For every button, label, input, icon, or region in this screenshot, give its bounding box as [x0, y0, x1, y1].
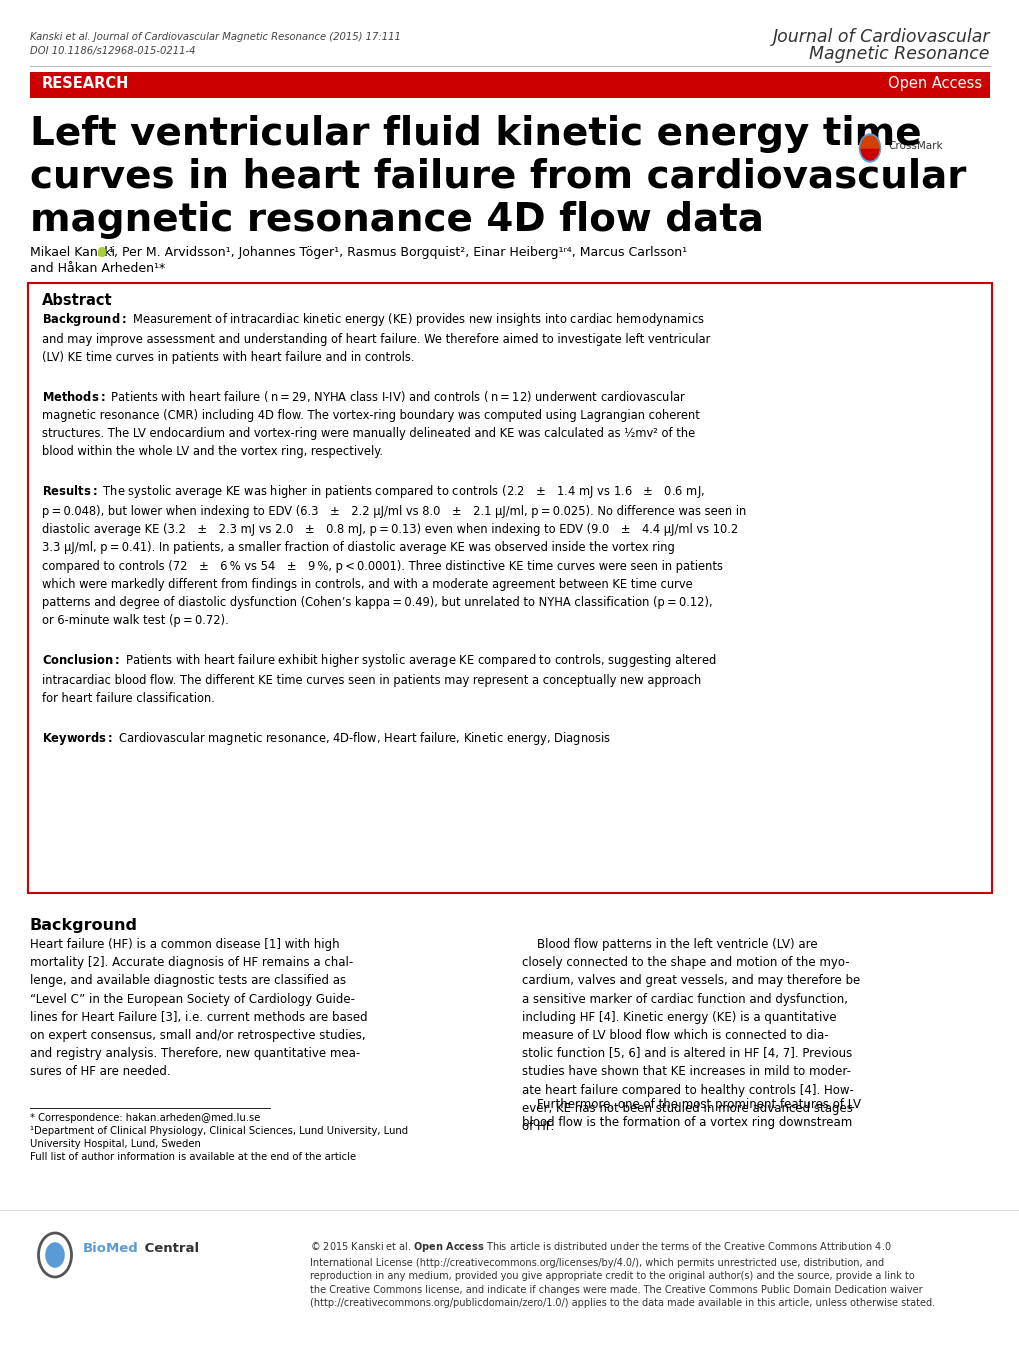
Text: $\mathbf{Background:}$ Measurement of intracardiac kinetic energy (KE) provides : $\mathbf{Background:}$ Measurement of in…	[42, 311, 746, 746]
Text: ¹, Per M. Arvidsson¹, Johannes Töger¹, Rasmus Borgquist², Einar Heiberg¹ʳ⁴, Marc: ¹, Per M. Arvidsson¹, Johannes Töger¹, R…	[109, 246, 687, 260]
Text: DOI 10.1186/s12968-015-0211-4: DOI 10.1186/s12968-015-0211-4	[30, 46, 196, 56]
Wedge shape	[860, 136, 878, 148]
Text: Journal of Cardiovascular: Journal of Cardiovascular	[771, 29, 989, 46]
Text: Central: Central	[140, 1242, 199, 1254]
Text: Blood flow patterns in the left ventricle (LV) are
closely connected to the shap: Blood flow patterns in the left ventricl…	[522, 938, 859, 1133]
Text: University Hospital, Lund, Sweden: University Hospital, Lund, Sweden	[30, 1139, 201, 1148]
Text: Mikael Kanski: Mikael Kanski	[30, 246, 115, 260]
Text: Furthermore, one of the most prominent features of LV
blood flow is the formatio: Furthermore, one of the most prominent f…	[522, 1098, 860, 1129]
Text: Heart failure (HF) is a common disease [1] with high
mortality [2]. Accurate dia: Heart failure (HF) is a common disease […	[30, 938, 367, 1079]
Text: ¹Department of Clinical Physiology, Clinical Sciences, Lund University, Lund: ¹Department of Clinical Physiology, Clin…	[30, 1127, 408, 1136]
Text: CrossMark: CrossMark	[888, 141, 942, 151]
Wedge shape	[860, 148, 878, 160]
Circle shape	[46, 1243, 64, 1267]
Text: BioMed: BioMed	[83, 1242, 139, 1254]
Text: Open Access: Open Access	[887, 76, 981, 91]
Text: Abstract: Abstract	[42, 294, 112, 308]
Text: RESEARCH: RESEARCH	[42, 76, 129, 91]
Text: * Correspondence: hakan.arheden@med.lu.se: * Correspondence: hakan.arheden@med.lu.s…	[30, 1113, 260, 1123]
Text: Magnetic Resonance: Magnetic Resonance	[809, 45, 989, 63]
Text: Left ventricular fluid kinetic energy time: Left ventricular fluid kinetic energy ti…	[30, 116, 921, 154]
Text: magnetic resonance 4D flow data: magnetic resonance 4D flow data	[30, 201, 763, 239]
FancyBboxPatch shape	[30, 72, 989, 98]
Text: and Håkan Arheden¹*: and Håkan Arheden¹*	[30, 262, 165, 275]
Text: Full list of author information is available at the end of the article: Full list of author information is avail…	[30, 1152, 356, 1162]
Text: © 2015 Kanski et al. $\mathbf{Open\ Access}$ This article is distributed under t: © 2015 Kanski et al. $\mathbf{Open\ Acce…	[310, 1239, 934, 1309]
FancyBboxPatch shape	[28, 283, 991, 893]
Text: Background: Background	[30, 917, 138, 934]
Circle shape	[859, 135, 879, 162]
Circle shape	[99, 247, 105, 257]
Text: Kanski et al. Journal of Cardiovascular Magnetic Resonance (2015) 17:111: Kanski et al. Journal of Cardiovascular …	[30, 33, 400, 42]
Text: curves in heart failure from cardiovascular: curves in heart failure from cardiovascu…	[30, 158, 965, 196]
